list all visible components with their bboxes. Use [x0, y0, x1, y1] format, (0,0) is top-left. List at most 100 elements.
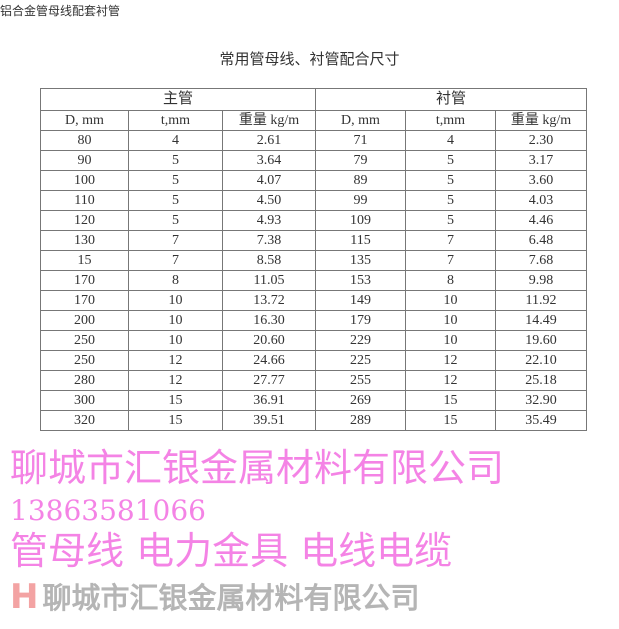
- table-cell: 179: [315, 310, 406, 331]
- table-cell: 289: [315, 410, 406, 431]
- table-cell: 10: [405, 290, 496, 311]
- column-header: t,mm: [405, 110, 496, 131]
- table-cell: 25.18: [495, 370, 587, 391]
- table-cell: 14.49: [495, 310, 587, 331]
- table-cell: 4.50: [222, 190, 316, 211]
- logo-letter: H: [10, 577, 39, 617]
- table-cell: 15: [40, 250, 129, 271]
- table-cell: 255: [315, 370, 406, 391]
- table-cell: 110: [40, 190, 129, 211]
- table-cell: 250: [40, 330, 129, 351]
- table-cell: 130: [40, 230, 129, 251]
- table-cell: 71: [315, 130, 406, 151]
- table-cell: 10: [405, 310, 496, 331]
- table-cell: 100: [40, 170, 129, 191]
- column-header: D, mm: [315, 110, 406, 131]
- table-cell: 39.51: [222, 410, 316, 431]
- table-cell: 80: [40, 130, 129, 151]
- table-cell: 300: [40, 390, 129, 411]
- table-cell: 6.48: [495, 230, 587, 251]
- table-cell: 89: [315, 170, 406, 191]
- table-cell: 24.66: [222, 350, 316, 371]
- table-cell: 79: [315, 150, 406, 171]
- table-cell: 320: [40, 410, 129, 431]
- table-cell: 5: [128, 210, 223, 231]
- table-cell: 15: [405, 390, 496, 411]
- table-cell: 5: [405, 190, 496, 211]
- table-cell: 7.38: [222, 230, 316, 251]
- table-row: 80 4 2.61 71 4 2.30: [40, 130, 587, 151]
- table-cell: 250: [40, 350, 129, 371]
- group-main-pipe: 主管: [40, 88, 316, 111]
- table-row: 15 7 8.58 135 7 7.68: [40, 250, 587, 271]
- table-cell: 32.90: [495, 390, 587, 411]
- table-cell: 5: [405, 150, 496, 171]
- table-cell: 7.68: [495, 250, 587, 271]
- table-cell: 10: [128, 330, 223, 351]
- table-cell: 170: [40, 270, 129, 291]
- table-cell: 4.93: [222, 210, 316, 231]
- table-cell: 12: [405, 370, 496, 391]
- table-cell: 36.91: [222, 390, 316, 411]
- table-cell: 3.60: [495, 170, 587, 191]
- table-cell: 8: [405, 270, 496, 291]
- table-cell: 22.10: [495, 350, 587, 371]
- table-cell: 90: [40, 150, 129, 171]
- table-cell: 7: [128, 230, 223, 251]
- table-cell: 4: [128, 130, 223, 151]
- table-cell: 4.46: [495, 210, 587, 231]
- table-cell: 2.30: [495, 130, 587, 151]
- table-cell: 12: [128, 370, 223, 391]
- logo-text: 聊城市汇银金属材料有限公司: [42, 581, 420, 615]
- table-cell: 8.58: [222, 250, 316, 271]
- table-title: 常用管母线、衬管配合尺寸: [219, 50, 400, 68]
- table-row: 250 10 20.60 229 10 19.60: [40, 330, 587, 351]
- table-row: 200 10 16.30 179 10 14.49: [40, 310, 587, 331]
- table-cell: 3.64: [222, 150, 316, 171]
- table-cell: 5: [405, 210, 496, 231]
- column-header: D, mm: [40, 110, 129, 131]
- table-cell: 115: [315, 230, 406, 251]
- table-cell: 225: [315, 350, 406, 371]
- table-row: 320 15 39.51 289 15 35.49: [40, 410, 587, 431]
- table-cell: 13.72: [222, 290, 316, 311]
- table-row: 130 7 7.38 115 7 6.48: [40, 230, 587, 251]
- table-cell: 5: [128, 150, 223, 171]
- table-cell: 99: [315, 190, 406, 211]
- column-header: t,mm: [128, 110, 223, 131]
- table-row: 100 5 4.07 89 5 3.60: [40, 170, 587, 191]
- table-cell: 9.98: [495, 270, 587, 291]
- table-cell: 15: [405, 410, 496, 431]
- table-row: 110 5 4.50 99 5 4.03: [40, 190, 587, 211]
- table-cell: 153: [315, 270, 406, 291]
- table-cell: 27.77: [222, 370, 316, 391]
- size-table: 主管 衬管 D, mm t,mm 重量 kg/m D, mm t,mm 重量 kg/m 80…: [40, 88, 587, 431]
- table-row: 120 5 4.93 109 5 4.46: [40, 210, 587, 231]
- table-cell: 15: [128, 390, 223, 411]
- table-cell: 7: [405, 250, 496, 271]
- table-cell: 20.60: [222, 330, 316, 351]
- group-liner-pipe: 衬管: [315, 88, 587, 111]
- table-cell: 12: [405, 350, 496, 371]
- table-row: 280 12 27.77 255 12 25.18: [40, 370, 587, 391]
- table-cell: 35.49: [495, 410, 587, 431]
- table-cell: 3.17: [495, 150, 587, 171]
- table-cell: 229: [315, 330, 406, 351]
- table-cell: 7: [405, 230, 496, 251]
- watermark-logo: H 聊城市汇银金属材料有限公司: [10, 575, 610, 619]
- table-cell: 8: [128, 270, 223, 291]
- table-cell: 4.07: [222, 170, 316, 191]
- table-cell: 16.30: [222, 310, 316, 331]
- column-header: 重量 kg/m: [495, 110, 587, 131]
- table-cell: 7: [128, 250, 223, 271]
- table-cell: 149: [315, 290, 406, 311]
- table-cell: 280: [40, 370, 129, 391]
- page-heading: 铝合金管母线配套衬管: [0, 4, 121, 18]
- table-cell: 109: [315, 210, 406, 231]
- table-cell: 12: [128, 350, 223, 371]
- table-cell: 11.92: [495, 290, 587, 311]
- table-cell: 19.60: [495, 330, 587, 351]
- table-cell: 15: [128, 410, 223, 431]
- table-row: 170 10 13.72 149 10 11.92: [40, 290, 587, 311]
- table-cell: 5: [405, 170, 496, 191]
